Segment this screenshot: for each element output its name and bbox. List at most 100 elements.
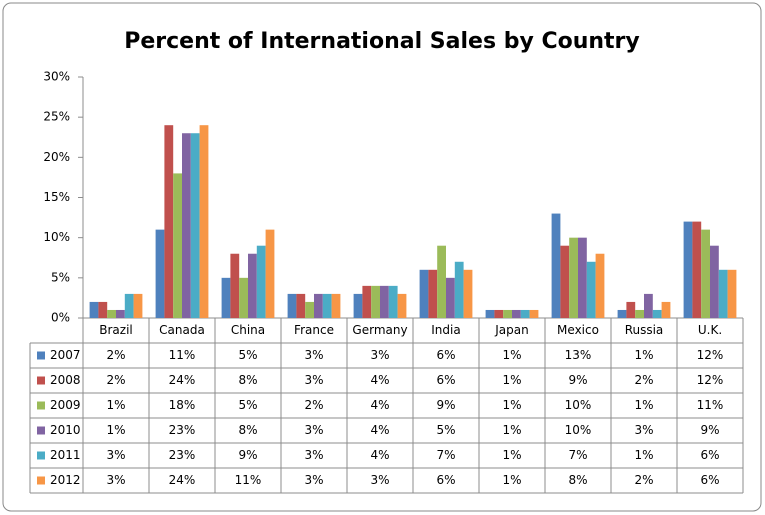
x-tick-label: Japan — [494, 323, 528, 337]
bar — [182, 133, 191, 318]
y-tick-label: 30% — [43, 70, 70, 84]
bar — [239, 277, 248, 318]
legend-key — [37, 351, 45, 360]
x-tick-label: Germany — [352, 323, 407, 337]
table-cell: 4% — [370, 448, 389, 462]
y-tick-label: 25% — [43, 110, 70, 124]
table-cell: 6% — [436, 348, 455, 362]
x-tick-label: Canada — [159, 323, 205, 337]
legend-key — [37, 451, 45, 460]
bar — [595, 253, 605, 318]
y-tick-label: 15% — [43, 190, 70, 204]
bar — [397, 293, 407, 318]
table-cell: 4% — [370, 423, 389, 437]
bar — [116, 309, 125, 318]
table-cell: 5% — [238, 398, 257, 412]
table-cell: 8% — [568, 473, 587, 487]
table-cell: 11% — [169, 348, 196, 362]
table-cell: 3% — [370, 473, 389, 487]
table-cell: 6% — [700, 473, 719, 487]
legend-label: 2010 — [50, 423, 81, 437]
bar — [331, 293, 341, 318]
y-tick-label: 5% — [51, 270, 70, 284]
bar — [529, 309, 539, 318]
table-cell: 3% — [106, 448, 125, 462]
bar — [454, 261, 464, 318]
bar — [569, 237, 578, 318]
bar — [314, 293, 323, 318]
table-cell: 4% — [370, 398, 389, 412]
bar — [371, 285, 380, 318]
bar — [692, 221, 702, 318]
bar — [98, 301, 108, 318]
bar — [380, 285, 389, 318]
bar — [727, 269, 737, 318]
table-cell: 9% — [238, 448, 257, 462]
table-cell: 9% — [700, 423, 719, 437]
bar — [446, 277, 455, 318]
bar — [512, 309, 521, 318]
bar — [287, 293, 297, 318]
bar — [133, 293, 143, 318]
table-cell: 1% — [502, 373, 521, 387]
bar — [463, 269, 473, 318]
legend-key — [37, 426, 45, 435]
table-cell: 2% — [106, 373, 125, 387]
bar — [221, 277, 231, 318]
x-tick-label: Mexico — [557, 323, 599, 337]
table-cell: 6% — [436, 473, 455, 487]
chart-title: Percent of International Sales by Countr… — [124, 29, 640, 54]
bar — [322, 293, 332, 318]
bar — [485, 309, 495, 318]
bar — [199, 125, 209, 318]
legend-label: 2011 — [50, 448, 81, 462]
bar — [89, 301, 99, 318]
legend-label: 2009 — [50, 398, 81, 412]
bar — [256, 245, 266, 318]
table-cell: 3% — [106, 473, 125, 487]
bar — [296, 293, 306, 318]
table-cell: 1% — [502, 398, 521, 412]
table-cell: 1% — [106, 423, 125, 437]
bar — [124, 293, 134, 318]
table-cell: 1% — [634, 348, 653, 362]
bar — [494, 309, 504, 318]
bar — [419, 269, 429, 318]
table-cell: 5% — [238, 348, 257, 362]
table-cell: 3% — [304, 473, 323, 487]
table-cell: 24% — [169, 373, 196, 387]
table-cell: 4% — [370, 373, 389, 387]
table-cell: 9% — [568, 373, 587, 387]
y-tick-label: 20% — [43, 150, 70, 164]
table-cell: 1% — [634, 448, 653, 462]
legend-key — [37, 376, 45, 385]
table-cell: 10% — [565, 398, 592, 412]
bar — [578, 237, 587, 318]
x-tick-label: Russia — [625, 323, 664, 337]
table-cell: 1% — [502, 473, 521, 487]
bar — [437, 245, 446, 318]
bar — [353, 293, 363, 318]
legend-key — [37, 476, 45, 485]
table-cell: 24% — [169, 473, 196, 487]
bar — [701, 229, 710, 318]
table-cell: 23% — [169, 423, 196, 437]
table-cell: 11% — [235, 473, 262, 487]
table-cell: 7% — [436, 448, 455, 462]
bar — [710, 245, 719, 318]
bar — [164, 125, 174, 318]
table-cell: 13% — [565, 348, 592, 362]
table-cell: 2% — [634, 473, 653, 487]
bar — [248, 253, 257, 318]
table-cell: 3% — [370, 348, 389, 362]
table-cell: 2% — [634, 373, 653, 387]
table-cell: 3% — [304, 348, 323, 362]
legend-label: 2012 — [50, 473, 81, 487]
table-cell: 3% — [304, 373, 323, 387]
x-tick-label: Brazil — [99, 323, 133, 337]
bar — [107, 309, 116, 318]
bar — [503, 309, 512, 318]
